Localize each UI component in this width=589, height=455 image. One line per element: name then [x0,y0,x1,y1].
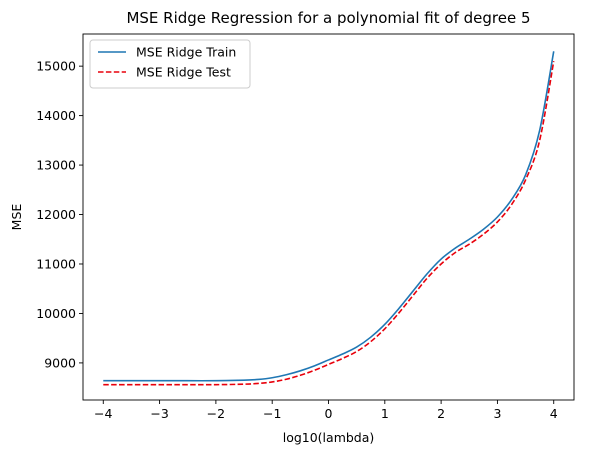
x-tick-label: −1 [263,406,281,421]
axes-layer: −4 −3 −2 −1 0 1 2 3 4 9000 10000 11000 12000 13000 140… [36,33,575,421]
x-tick-label: 2 [437,406,445,421]
chart-title: MSE Ridge Regression for a polynomial fi… [126,9,530,27]
series-line-train [103,51,555,382]
legend: MSE Ridge Train MSE Ridge Test [89,39,251,89]
x-tick-label: −3 [150,406,168,421]
legend-label-test: MSE Ridge Test [136,65,231,80]
x-tick-label: 4 [550,406,558,421]
x-tick-label: 0 [325,406,333,421]
y-axis-label: MSE [9,204,24,231]
y-tick-label: 9000 [44,355,76,370]
x-tick-label: 1 [381,406,389,421]
legend-label-train: MSE Ridge Train [136,45,236,60]
legend-box [89,39,251,89]
series-layer [103,51,555,386]
axes-frame [82,33,575,401]
y-tick-label: 14000 [36,108,76,123]
y-tick-label: 15000 [36,59,76,74]
y-tick-label: 11000 [36,256,76,271]
x-tick-label: −2 [207,406,225,421]
x-tick-label: −4 [94,406,112,421]
series-line-test [103,61,555,386]
x-axis-label: log10(lambda) [283,430,375,445]
y-tick-label: 10000 [36,306,76,321]
x-tick-label: 3 [493,406,501,421]
y-tick-label: 13000 [36,158,76,173]
y-tick-label: 12000 [36,207,76,222]
